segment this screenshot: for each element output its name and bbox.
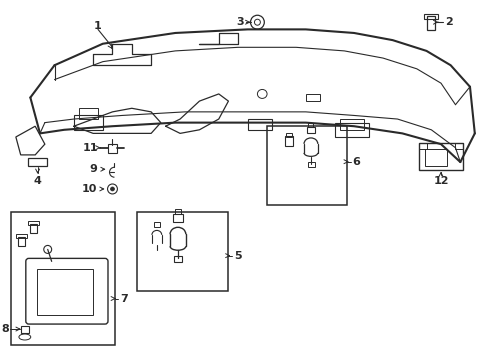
Bar: [287, 134, 293, 138]
Bar: [16, 234, 27, 238]
Bar: [419, 143, 427, 149]
Bar: [308, 162, 315, 167]
Bar: [174, 256, 182, 262]
Bar: [335, 123, 368, 137]
Text: 9: 9: [90, 164, 98, 174]
Bar: [308, 123, 313, 127]
Bar: [340, 119, 364, 130]
Bar: [267, 126, 347, 205]
Bar: [37, 269, 93, 315]
Text: 2: 2: [445, 17, 453, 27]
Bar: [137, 212, 228, 291]
Bar: [79, 108, 98, 119]
Bar: [21, 326, 29, 333]
Bar: [11, 212, 115, 345]
Text: 7: 7: [120, 293, 127, 303]
Text: 8: 8: [1, 324, 9, 334]
Bar: [248, 119, 272, 130]
Text: 1: 1: [94, 21, 102, 31]
Bar: [18, 238, 25, 247]
Bar: [107, 144, 118, 153]
Text: 11: 11: [82, 143, 98, 153]
Text: 6: 6: [353, 157, 361, 167]
Bar: [307, 127, 315, 133]
Bar: [419, 143, 463, 170]
Bar: [74, 116, 103, 130]
Bar: [154, 222, 160, 227]
Text: 10: 10: [81, 184, 97, 194]
Bar: [286, 136, 294, 147]
Text: 3: 3: [236, 17, 244, 27]
Text: 12: 12: [433, 176, 449, 186]
Bar: [306, 94, 320, 101]
Bar: [28, 221, 39, 225]
Bar: [30, 224, 37, 233]
Bar: [424, 14, 438, 19]
Circle shape: [111, 187, 115, 191]
Bar: [173, 214, 183, 222]
Bar: [425, 149, 447, 166]
Text: 5: 5: [234, 251, 242, 261]
Bar: [175, 210, 181, 214]
Bar: [28, 158, 48, 166]
Text: 4: 4: [34, 176, 42, 186]
Bar: [455, 143, 463, 149]
Bar: [427, 16, 435, 30]
